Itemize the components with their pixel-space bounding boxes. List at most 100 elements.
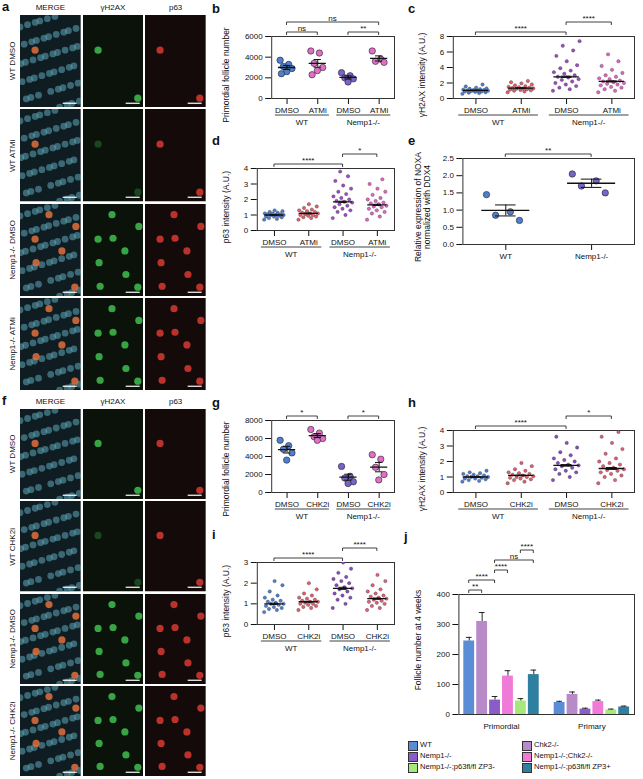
svg-text:4000: 4000 <box>245 53 263 62</box>
svg-text:CHK2i: CHK2i <box>368 500 391 509</box>
svg-text:0: 0 <box>440 94 445 103</box>
svg-text:DMSO: DMSO <box>336 106 360 115</box>
svg-text:ATMi: ATMi <box>309 106 327 115</box>
svg-text:Nemp1-/-: Nemp1-/- <box>347 512 381 521</box>
svg-text:ATMi: ATMi <box>603 106 621 115</box>
svg-text:DMSO: DMSO <box>331 632 355 641</box>
svg-text:WT: WT <box>492 118 505 127</box>
svg-text:2: 2 <box>244 579 249 588</box>
svg-text:ns: ns <box>510 552 518 561</box>
svg-text:****: **** <box>353 540 365 549</box>
svg-text:WT: WT <box>500 252 513 261</box>
svg-text:DMSO: DMSO <box>275 500 299 509</box>
svg-text:ns: ns <box>328 14 336 23</box>
svg-text:DMSO: DMSO <box>464 106 488 115</box>
svg-text:****: **** <box>582 14 594 23</box>
html-text:Relative expression of NOXA no: Relative expression of NOXA normalized w… <box>412 152 432 262</box>
svg-text:CHK2i: CHK2i <box>306 500 329 509</box>
svg-text:2.0: 2.0 <box>443 171 455 180</box>
svg-text:2: 2 <box>440 79 445 88</box>
svg-text:WT: WT <box>285 250 298 259</box>
svg-text:1: 1 <box>440 473 445 482</box>
svg-text:*: * <box>587 408 590 417</box>
svg-text:2000: 2000 <box>245 470 263 479</box>
svg-text:8: 8 <box>440 32 445 41</box>
svg-text:Nemp1-/-: Nemp1-/- <box>343 250 377 259</box>
svg-text:Nemp1-/-: Nemp1-/- <box>343 644 377 653</box>
svg-text:8000: 8000 <box>245 416 263 425</box>
svg-text:****: **** <box>302 156 314 165</box>
svg-text:ATMi: ATMi <box>512 106 530 115</box>
svg-text:*: * <box>358 146 361 155</box>
svg-text:WT: WT <box>285 644 298 653</box>
svg-text:*: * <box>362 408 365 417</box>
svg-text:0: 0 <box>244 620 249 629</box>
svg-text:2.5: 2.5 <box>443 154 455 163</box>
svg-text:400: 400 <box>437 590 451 599</box>
svg-text:Nemp1-/-: Nemp1-/- <box>572 118 606 127</box>
svg-text:DMSO: DMSO <box>331 238 355 247</box>
svg-text:1: 1 <box>244 599 249 608</box>
svg-text:300: 300 <box>437 620 451 629</box>
svg-text:ATMi: ATMi <box>370 106 388 115</box>
svg-text:3: 3 <box>244 558 249 567</box>
svg-text:0.0: 0.0 <box>443 240 455 249</box>
svg-text:4: 4 <box>440 426 445 435</box>
svg-text:4: 4 <box>244 164 249 173</box>
svg-text:6000: 6000 <box>245 32 263 41</box>
svg-text:**: ** <box>472 582 478 591</box>
svg-text:**: ** <box>545 146 551 155</box>
svg-text:1.5: 1.5 <box>443 188 455 197</box>
svg-text:100: 100 <box>437 680 451 689</box>
svg-text:DMSO: DMSO <box>262 238 286 247</box>
svg-text:6000: 6000 <box>245 434 263 443</box>
svg-text:Nemp1-/-: Nemp1-/- <box>572 512 606 521</box>
svg-text:Nemp1-/-: Nemp1-/- <box>575 252 609 261</box>
svg-text:DMSO: DMSO <box>275 106 299 115</box>
svg-text:0.5: 0.5 <box>443 223 455 232</box>
svg-text:WT: WT <box>296 118 309 127</box>
svg-text:DMSO: DMSO <box>555 106 579 115</box>
svg-text:****: **** <box>521 542 533 551</box>
svg-text:2000: 2000 <box>245 73 263 82</box>
svg-text:0: 0 <box>258 488 263 497</box>
svg-text:ns: ns <box>298 24 306 33</box>
svg-text:WT: WT <box>296 512 309 521</box>
svg-text:Primordial: Primordial <box>484 722 520 731</box>
svg-text:****: **** <box>475 572 487 581</box>
svg-text:DMSO: DMSO <box>555 500 579 509</box>
svg-text:WT: WT <box>492 512 505 521</box>
svg-text:****: **** <box>515 418 527 427</box>
svg-text:****: **** <box>515 24 527 33</box>
svg-text:****: **** <box>302 550 314 559</box>
svg-text:Nemp1-/-: Nemp1-/- <box>347 118 381 127</box>
svg-text:ATMi: ATMi <box>368 238 386 247</box>
svg-text:3: 3 <box>440 442 445 451</box>
svg-text:****: **** <box>495 562 507 571</box>
svg-text:**: ** <box>360 24 366 33</box>
svg-text:CHK2i: CHK2i <box>297 632 320 641</box>
svg-text:4000: 4000 <box>245 452 263 461</box>
svg-text:4: 4 <box>440 63 445 72</box>
svg-text:2: 2 <box>440 457 445 466</box>
svg-text:2: 2 <box>244 195 249 204</box>
svg-text:1.0: 1.0 <box>443 206 455 215</box>
svg-text:0: 0 <box>244 226 249 235</box>
svg-text:6: 6 <box>440 48 445 57</box>
svg-text:0: 0 <box>258 94 263 103</box>
svg-text:CHK2i: CHK2i <box>600 500 623 509</box>
svg-text:CHK2i: CHK2i <box>510 500 533 509</box>
svg-text:DMSO: DMSO <box>336 500 360 509</box>
svg-text:0: 0 <box>445 710 450 719</box>
html-text:Primordial follicle number: Primordial follicle number <box>221 27 232 123</box>
svg-text:0: 0 <box>440 488 445 497</box>
svg-text:DMSO: DMSO <box>262 632 286 641</box>
svg-text:*: * <box>300 408 303 417</box>
svg-text:ATMi: ATMi <box>300 238 318 247</box>
svg-text:1: 1 <box>244 211 249 220</box>
svg-text:CHK2i: CHK2i <box>366 632 389 641</box>
svg-text:DMSO: DMSO <box>464 500 488 509</box>
svg-text:Primary: Primary <box>578 722 606 731</box>
svg-text:200: 200 <box>437 650 451 659</box>
svg-text:3: 3 <box>244 180 249 189</box>
